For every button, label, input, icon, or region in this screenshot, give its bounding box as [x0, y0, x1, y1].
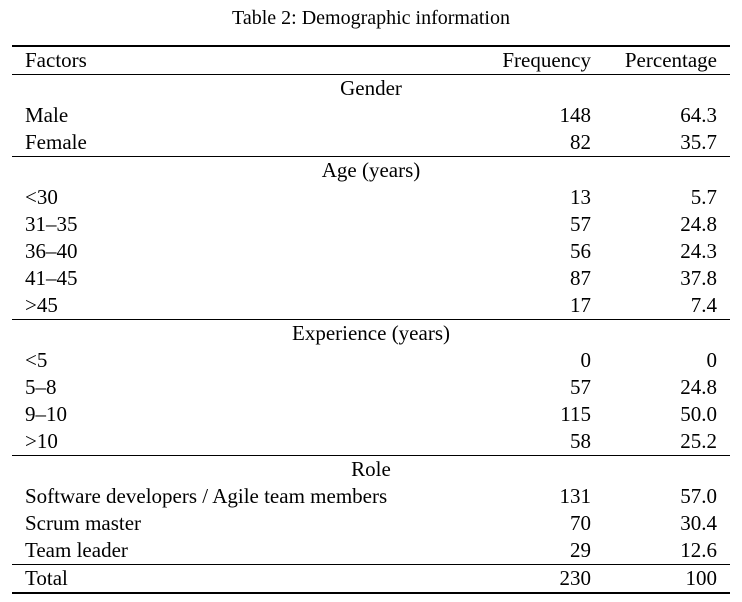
- table-row: Female 82 35.7: [12, 129, 730, 157]
- percentage-cell: 25.2: [680, 429, 717, 453]
- frequency-cell: 115: [560, 402, 591, 426]
- section-header-experience: Experience (years): [12, 319, 730, 348]
- demographics-table: Factors Frequency Percentage Gender Male…: [12, 45, 730, 594]
- factor-cell: >10: [25, 429, 58, 453]
- percentage-cell: 37.8: [680, 266, 717, 290]
- frequency-cell: 70: [570, 511, 591, 535]
- total-label: Total: [25, 566, 68, 590]
- factor-cell: <30: [25, 185, 58, 209]
- table-row: Scrum master 70 30.4: [12, 510, 730, 537]
- table-row: >10 58 25.2: [12, 428, 730, 456]
- factor-cell: 31–35: [25, 212, 78, 236]
- table-row: <30 13 5.7: [12, 184, 730, 211]
- header-factors: Factors: [25, 48, 87, 72]
- section-label: Gender: [340, 76, 402, 100]
- total-frequency: 230: [559, 566, 592, 590]
- frequency-cell: 57: [570, 212, 591, 236]
- factor-cell: 5–8: [25, 375, 57, 399]
- frequency-cell: 29: [570, 538, 591, 562]
- table-row: Software developers / Agile team members…: [12, 483, 730, 510]
- frequency-cell: 87: [570, 266, 591, 290]
- header-frequency: Frequency: [502, 48, 591, 72]
- percentage-cell: 24.3: [680, 239, 717, 263]
- percentage-cell: 57.0: [680, 484, 717, 508]
- percentage-cell: 50.0: [680, 402, 717, 426]
- percentage-cell: 30.4: [680, 511, 717, 535]
- frequency-cell: 56: [570, 239, 591, 263]
- factor-cell: 41–45: [25, 266, 78, 290]
- percentage-cell: 64.3: [680, 103, 717, 127]
- percentage-cell: 24.8: [680, 212, 717, 236]
- percentage-cell: 24.8: [680, 375, 717, 399]
- factor-cell: 36–40: [25, 239, 78, 263]
- section-label: Role: [351, 457, 391, 481]
- table-row: Male 148 64.3: [12, 102, 730, 129]
- percentage-cell: 35.7: [680, 130, 717, 154]
- factor-cell: Male: [25, 103, 69, 127]
- table-row: 41–45 87 37.8: [12, 265, 730, 292]
- table-caption: Table 2: Demographic information: [232, 7, 510, 29]
- section-header-role: Role: [12, 455, 730, 484]
- frequency-cell: 148: [559, 103, 592, 127]
- factor-cell: Scrum master: [25, 511, 142, 535]
- factor-cell: Female: [25, 130, 87, 154]
- frequency-cell: 0: [580, 348, 592, 372]
- percentage-cell: 0: [706, 348, 718, 372]
- frequency-cell: 82: [570, 130, 591, 154]
- table-row: >45 17 7.4: [12, 292, 730, 320]
- table-row: Team leader 29 12.6: [12, 537, 730, 565]
- table-row: 36–40 56 24.3: [12, 238, 730, 265]
- percentage-cell: 7.4: [690, 293, 717, 317]
- factor-cell: 9–10: [25, 402, 67, 426]
- section-header-age: Age (years): [12, 156, 730, 185]
- factor-cell: >45: [25, 293, 58, 317]
- header-percentage: Percentage: [624, 48, 717, 72]
- total-percentage: 100: [685, 566, 718, 590]
- percentage-cell: 12.6: [680, 538, 717, 562]
- table-row: 9–10 115 50.0: [12, 401, 730, 428]
- frequency-cell: 17: [570, 293, 591, 317]
- table-row: <5 0 0: [12, 347, 730, 374]
- frequency-cell: 131: [559, 484, 592, 508]
- frequency-cell: 13: [570, 185, 591, 209]
- header-row: Factors Frequency Percentage: [12, 46, 730, 75]
- section-label: Experience (years): [292, 321, 450, 345]
- table-row: 31–35 57 24.8: [12, 211, 730, 238]
- total-row: Total 230 100: [12, 564, 730, 594]
- section-label: Age (years): [321, 158, 421, 182]
- frequency-cell: 57: [570, 375, 591, 399]
- table-row: 5–8 57 24.8: [12, 374, 730, 401]
- section-header-gender: Gender: [12, 75, 730, 103]
- percentage-cell: 5.7: [690, 185, 717, 209]
- factor-cell: Team leader: [25, 538, 128, 562]
- factor-cell: Software developers / Agile team members: [25, 484, 388, 508]
- frequency-cell: 58: [570, 429, 591, 453]
- factor-cell: <5: [25, 348, 48, 372]
